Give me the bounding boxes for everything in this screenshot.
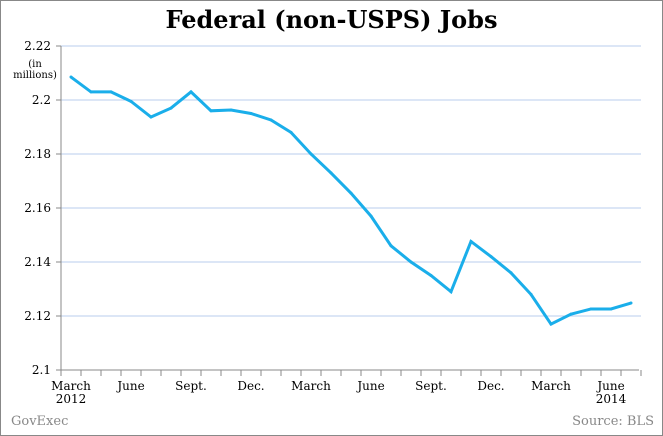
- data-point: [529, 292, 533, 296]
- data-point: [369, 214, 373, 218]
- data-point: [549, 322, 553, 326]
- data-point: [109, 90, 113, 94]
- data-point: [129, 99, 133, 103]
- y-tick-label: 2.14: [24, 255, 51, 269]
- data-point: [149, 115, 153, 119]
- x-tick-label: March: [531, 379, 571, 393]
- y-tick-label: 2.2: [32, 93, 51, 107]
- data-point: [69, 75, 73, 79]
- chart-title: Federal (non-USPS) Jobs: [165, 5, 498, 34]
- x-tick-label: Sept.: [415, 379, 447, 393]
- data-point: [189, 90, 193, 94]
- y-tick-label: 2.12: [24, 309, 51, 323]
- x-tick-year-label: 2014: [596, 392, 627, 406]
- x-tick-label: Sept.: [175, 379, 207, 393]
- y-tick-label: 2.22: [24, 39, 51, 53]
- data-point: [589, 307, 593, 311]
- data-point: [469, 239, 473, 243]
- y-tick-label: 2.1: [32, 363, 51, 377]
- data-point: [269, 118, 273, 122]
- data-point: [629, 301, 633, 305]
- data-point: [349, 191, 353, 195]
- data-point: [449, 290, 453, 294]
- data-point: [169, 106, 173, 110]
- y-tick-label: 2.16: [24, 201, 51, 215]
- data-point: [249, 112, 253, 115]
- data-point: [329, 171, 333, 175]
- data-point: [569, 312, 573, 316]
- data-point: [509, 271, 513, 275]
- data-line: [70, 75, 632, 327]
- data-point: [209, 109, 213, 113]
- x-tick-label: June: [355, 379, 384, 393]
- data-point: [389, 244, 393, 248]
- source-label: Source: BLS: [572, 414, 654, 429]
- y-tick-label: 2.18: [24, 147, 51, 161]
- x-tick-label: March: [51, 379, 91, 393]
- x-tick-label: June: [595, 379, 624, 393]
- x-tick-year-label: 2012: [56, 392, 87, 406]
- x-tick-label: March: [291, 379, 331, 393]
- y-axis-unit-label: (in millions): [13, 59, 57, 81]
- data-point: [609, 307, 613, 311]
- data-point: [409, 260, 413, 264]
- data-point: [289, 130, 293, 134]
- x-tick-label: June: [115, 379, 144, 393]
- x-tick-label: Dec.: [477, 379, 504, 393]
- data-point: [309, 152, 313, 156]
- data-point: [89, 90, 93, 94]
- data-point: [229, 108, 233, 112]
- x-tick-label: Dec.: [237, 379, 264, 393]
- brand-label: GovExec: [11, 414, 69, 429]
- data-point: [429, 274, 433, 277]
- data-point: [489, 255, 493, 259]
